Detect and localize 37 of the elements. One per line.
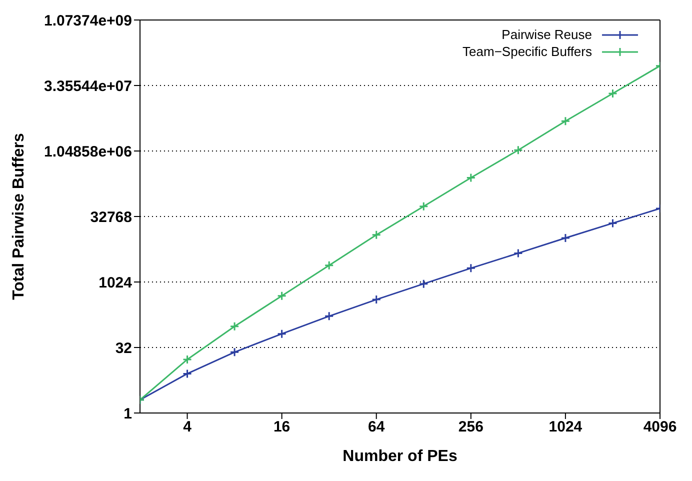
point xyxy=(513,145,523,155)
point xyxy=(277,291,287,301)
point xyxy=(230,322,240,332)
legend-label: Pairwise Reuse xyxy=(502,26,592,43)
x-tick-label: 4 xyxy=(183,418,192,436)
y-tick-label: 1.04858e+06 xyxy=(44,143,132,160)
point xyxy=(182,354,192,364)
y-tick-label: 1.07374e+09 xyxy=(44,12,132,30)
y-axis-title: Total Pairwise Buffers xyxy=(10,132,28,300)
point xyxy=(372,230,382,240)
point xyxy=(277,329,287,339)
legend-label: Team−Specific Buffers xyxy=(462,43,592,60)
y-tick-label: 32768 xyxy=(90,208,132,226)
point xyxy=(418,279,428,289)
x-tick-label: 4096 xyxy=(643,418,677,436)
point xyxy=(372,294,382,304)
point xyxy=(608,218,618,228)
x-axis-title: Number of PEs xyxy=(342,448,458,465)
x-tick-label: 256 xyxy=(458,418,484,436)
y-tick-label: 1024 xyxy=(98,274,133,292)
point xyxy=(230,347,240,357)
x-tick-label: 16 xyxy=(273,418,290,436)
point xyxy=(608,88,618,98)
x-tick-label: 64 xyxy=(368,418,386,436)
point xyxy=(466,263,476,273)
point xyxy=(513,248,523,258)
y-tick-label: 1 xyxy=(124,405,132,422)
point xyxy=(560,233,570,243)
point xyxy=(324,311,334,321)
y-tick-label: 32 xyxy=(115,340,132,357)
y-tick-label: 3.35544e+07 xyxy=(44,78,132,95)
x-tick-label: 1024 xyxy=(548,418,583,436)
point xyxy=(182,368,192,378)
point xyxy=(466,172,476,182)
point xyxy=(560,116,570,126)
point xyxy=(324,260,334,270)
point xyxy=(418,202,428,212)
